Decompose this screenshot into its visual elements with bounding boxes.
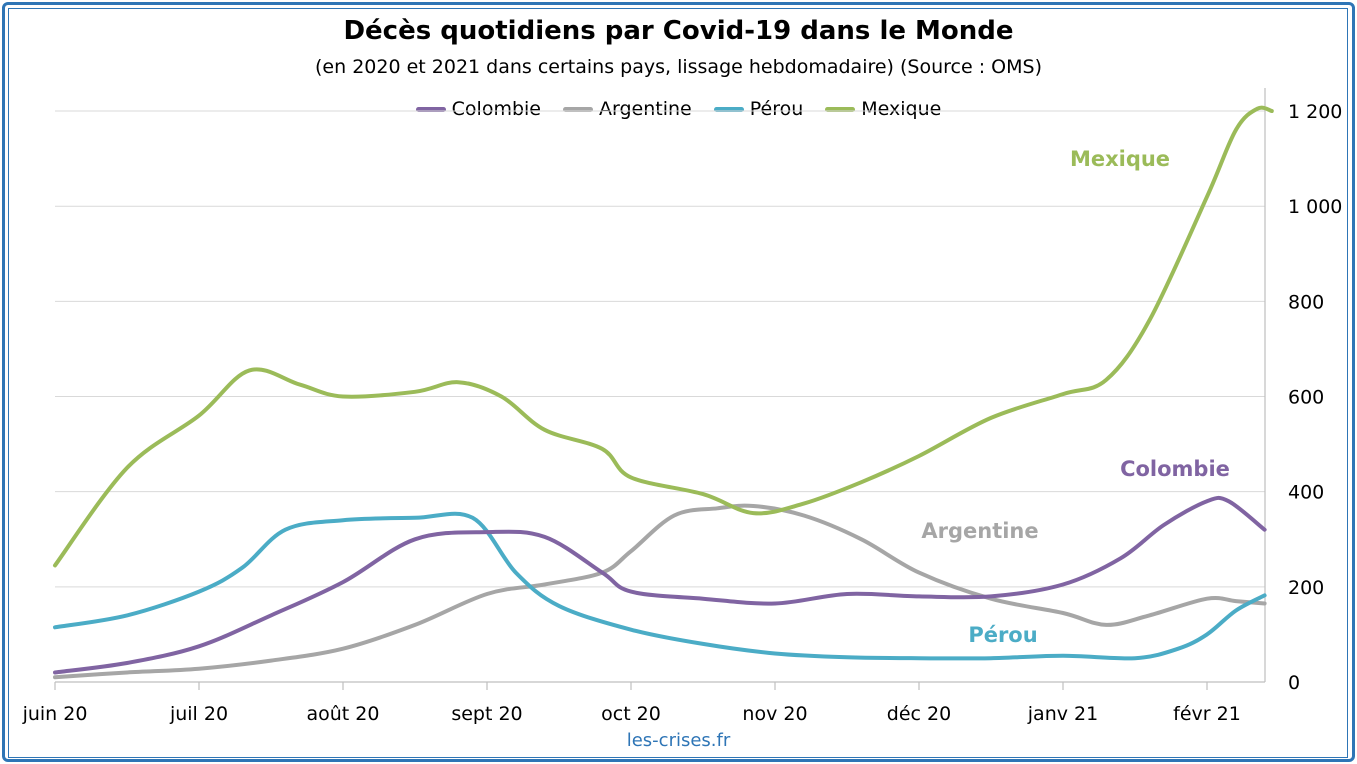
y-tick-label: 800: [1288, 291, 1324, 313]
legend-item-argentine: Argentine: [563, 98, 692, 120]
chart-subtitle: (en 2020 et 2021 dans certains pays, lis…: [315, 56, 1042, 78]
y-tick-label: 200: [1288, 577, 1324, 599]
legend-item-mexique: Mexique: [825, 98, 941, 120]
x-tick-label: févr 21: [1173, 703, 1241, 725]
x-tick-label: nov 20: [742, 703, 807, 725]
x-tick-label: sept 20: [451, 703, 522, 725]
chart-legend: Colombie Argentine Pérou Mexique: [0, 98, 1357, 120]
annotation-mexique: Mexique: [1070, 147, 1170, 171]
x-tick-label: juil 20: [169, 703, 228, 725]
y-tick-label: 0: [1288, 672, 1300, 694]
chart-inner-border: [8, 8, 1348, 758]
annotation-argentine: Argentine: [921, 519, 1038, 543]
legend-swatch-argentine: [563, 106, 593, 112]
series-line-argentine: [53, 503, 1267, 680]
x-tick-label: juin 20: [22, 703, 88, 725]
legend-label-mexique: Mexique: [861, 98, 942, 120]
legend-label-argentine: Argentine: [599, 98, 692, 120]
x-tick-label: août 20: [307, 703, 380, 725]
series-line-mexique: [53, 105, 1274, 568]
y-tick-label: 600: [1288, 387, 1324, 409]
series-line-colombie: [53, 495, 1267, 675]
annotation-perou: Pérou: [968, 623, 1037, 647]
legend-swatch-perou: [713, 106, 744, 112]
legend-swatch-mexique: [825, 106, 856, 112]
legend-swatch-colombie: [415, 106, 446, 112]
legend-label-perou: Pérou: [749, 98, 804, 120]
legend-label-colombie: Colombie: [451, 98, 541, 120]
x-tick-label: janv 21: [1027, 703, 1098, 725]
chart-title: Décès quotidiens par Covid-19 dans le Mo…: [343, 16, 1014, 46]
annotation-colombie: Colombie: [1120, 457, 1230, 481]
source-credit: les-crises.fr: [626, 730, 731, 751]
y-tick-label: 1 000: [1288, 196, 1342, 218]
legend-item-colombie: Colombie: [415, 98, 541, 120]
x-tick-label: oct 20: [601, 703, 661, 725]
series-line-perou: [53, 511, 1267, 661]
y-tick-label: 400: [1288, 482, 1324, 504]
y-tick-label: 1 200: [1288, 101, 1342, 123]
x-tick-label: déc 20: [887, 703, 951, 725]
legend-item-perou: Pérou: [713, 98, 804, 120]
